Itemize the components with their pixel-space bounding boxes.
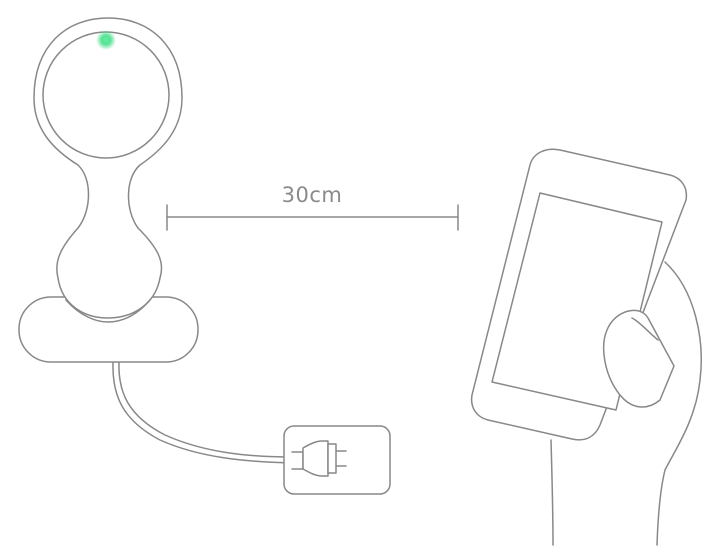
thumb <box>602 309 675 408</box>
distance-label: 30cm <box>282 183 343 207</box>
power-cable <box>112 361 293 464</box>
hand-icon <box>550 261 702 546</box>
distance-indicator <box>166 204 459 231</box>
baby-monitor-camera-icon <box>18 17 199 363</box>
status-led <box>96 30 116 50</box>
power-adapter-icon <box>283 425 391 495</box>
